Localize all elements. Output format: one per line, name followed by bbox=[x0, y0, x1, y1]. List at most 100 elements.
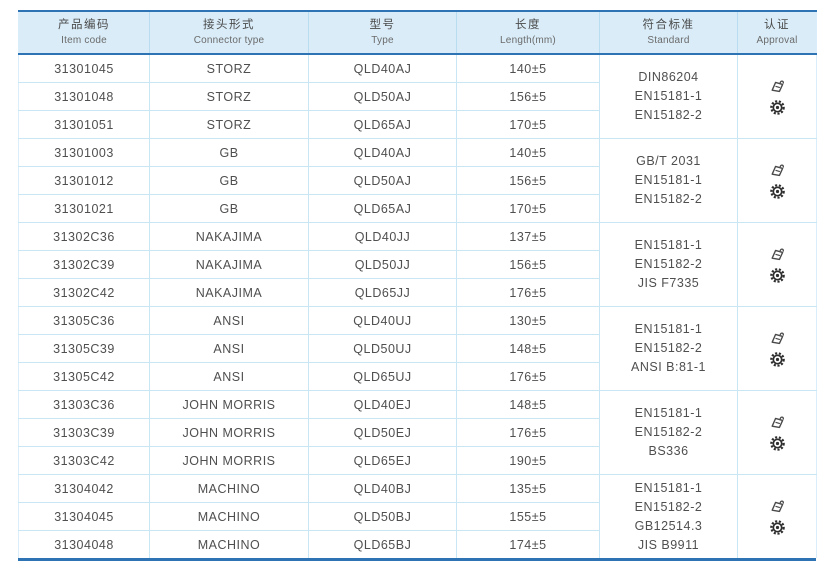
column-header-standard: 符合标准 Standard bbox=[599, 10, 738, 55]
cell-type: QLD65AJ bbox=[308, 194, 457, 223]
cell-connector-type: JOHN MORRIS bbox=[149, 390, 309, 419]
cell-length: 156±5 bbox=[456, 82, 600, 111]
cell-item-code: 31301051 bbox=[18, 110, 150, 139]
cell-standard: GB/T 2031 EN15181-1 EN15182-2 bbox=[599, 138, 738, 223]
table-row: 31302C36 NAKAJIMA QLD40JJ 137±5 EN15181-1 EN1… bbox=[18, 222, 817, 307]
cell-connector-type: GB bbox=[149, 138, 309, 167]
cell-type: QLD50AJ bbox=[308, 166, 457, 195]
cell-item-code: 31302C42 bbox=[18, 278, 150, 307]
stamp-approval-icon bbox=[771, 500, 784, 513]
standard-line: BS336 bbox=[648, 444, 689, 458]
standard-line: EN15182-2 bbox=[634, 108, 703, 122]
standard-line: EN15181-1 bbox=[634, 89, 703, 103]
cell-connector-type: JOHN MORRIS bbox=[149, 418, 309, 447]
cell-item-code: 31305C42 bbox=[18, 362, 150, 391]
stamp-approval-icon bbox=[771, 332, 784, 345]
column-header-approval: 认证 Approval bbox=[737, 10, 817, 55]
cell-item-code: 31302C39 bbox=[18, 250, 150, 279]
cell-length: 156±5 bbox=[456, 250, 600, 279]
cell-type: QLD40UJ bbox=[308, 306, 457, 335]
cell-connector-type: NAKAJIMA bbox=[149, 250, 309, 279]
cell-item-code: 31301012 bbox=[18, 166, 150, 195]
standard-line: EN15181-1 bbox=[634, 238, 703, 252]
cell-connector-type: MACHINO bbox=[149, 502, 309, 531]
cell-connector-type: NAKAJIMA bbox=[149, 278, 309, 307]
table-row: 31301003 GB QLD40AJ 140±5 GB/T 2031 EN15181-1… bbox=[18, 138, 817, 223]
cell-length: 176±5 bbox=[456, 362, 600, 391]
standard-line: EN15181-1 bbox=[634, 406, 703, 420]
table-row: 31301048 STORZ QLD50AJ 156±5 bbox=[18, 82, 817, 111]
cell-item-code: 31305C36 bbox=[18, 306, 150, 335]
column-header-approval-en: Approval bbox=[756, 35, 798, 46]
cell-item-code: 31303C39 bbox=[18, 418, 150, 447]
gear-certification-icon bbox=[769, 436, 785, 451]
table-row: 31303C39 JOHN MORRIS QLD50EJ 176±5 bbox=[18, 418, 817, 447]
column-header-length: 长度 Length(mm) bbox=[456, 10, 600, 55]
table-row: 31302C39 NAKAJIMA QLD50JJ 156±5 bbox=[18, 250, 817, 279]
gear-certification-icon bbox=[769, 520, 785, 535]
cell-item-code: 31305C39 bbox=[18, 334, 150, 363]
cell-connector-type: ANSI bbox=[149, 362, 309, 391]
standard-line: JIS B9911 bbox=[637, 537, 700, 552]
column-header-standard-zh: 符合标准 bbox=[642, 19, 695, 31]
cell-type: QLD40BJ bbox=[308, 474, 457, 503]
cell-length: 130±5 bbox=[456, 306, 600, 335]
cell-type: QLD50UJ bbox=[308, 334, 457, 363]
cell-length: 176±5 bbox=[456, 278, 600, 307]
table-row: 31303C42 JOHN MORRIS QLD65EJ 190±5 bbox=[18, 446, 817, 475]
standard-line: JIS F7335 bbox=[637, 276, 700, 290]
cell-type: QLD40AJ bbox=[308, 138, 457, 167]
table-row: 31301021 GB QLD65AJ 170±5 bbox=[18, 194, 817, 223]
cell-connector-type: MACHINO bbox=[149, 474, 309, 503]
cell-item-code: 31303C36 bbox=[18, 390, 150, 419]
cell-connector-type: JOHN MORRIS bbox=[149, 446, 309, 475]
cell-type: QLD65EJ bbox=[308, 446, 457, 475]
table-row: 31305C39 ANSI QLD50UJ 148±5 bbox=[18, 334, 817, 363]
standard-line: ANSI B:81-1 bbox=[631, 360, 706, 374]
cell-length: 170±5 bbox=[456, 194, 600, 223]
column-header-connector-type-zh: 接头形式 bbox=[203, 19, 255, 31]
column-header-item-code-zh: 产品编码 bbox=[58, 19, 110, 31]
cell-length: 137±5 bbox=[456, 222, 600, 251]
cell-connector-type: MACHINO bbox=[149, 530, 309, 558]
cell-connector-type: NAKAJIMA bbox=[149, 222, 309, 251]
product-spec-table-wrapper: 产品编码 Item code 接头形式 Connector type 型号 Ty… bbox=[18, 10, 817, 561]
cell-approval bbox=[737, 54, 817, 139]
table-row: 31305C36 ANSI QLD40UJ 130±5 EN15181-1 EN15182… bbox=[18, 306, 817, 391]
standard-line: EN15182-2 bbox=[634, 425, 703, 439]
gear-certification-icon bbox=[769, 352, 785, 367]
table-row: 31301051 STORZ QLD65AJ 170±5 bbox=[18, 110, 817, 139]
cell-approval bbox=[737, 474, 817, 558]
cell-standard: EN15181-1 EN15182-2 BS336 bbox=[599, 390, 738, 475]
cell-length: 176±5 bbox=[456, 418, 600, 447]
table-row: 31304042 MACHINO QLD40BJ 135±5 EN15181-1 EN15… bbox=[18, 474, 817, 558]
cell-item-code: 31301048 bbox=[18, 82, 150, 111]
table-row: 31301012 GB QLD50AJ 156±5 bbox=[18, 166, 817, 195]
standard-line: EN15181-1 bbox=[634, 480, 703, 495]
cell-connector-type: STORZ bbox=[149, 54, 309, 83]
cell-standard: EN15181-1 EN15182-2 GB12514.3 JIS B9911 bbox=[599, 474, 738, 558]
column-header-type: 型号 Type bbox=[308, 10, 457, 55]
stamp-approval-icon bbox=[771, 416, 784, 429]
cell-connector-type: GB bbox=[149, 166, 309, 195]
gear-certification-icon bbox=[769, 184, 785, 199]
gear-certification-icon bbox=[769, 268, 785, 283]
column-header-standard-en: Standard bbox=[647, 35, 690, 46]
cell-item-code: 31301045 bbox=[18, 54, 150, 83]
table-body: 31301045 STORZ QLD40AJ 140±5 DIN86204 EN15181… bbox=[18, 54, 817, 558]
cell-length: 148±5 bbox=[456, 334, 600, 363]
column-header-connector-type: 接头形式 Connector type bbox=[149, 10, 309, 55]
standard-line: EN15182-2 bbox=[634, 257, 703, 271]
cell-length: 140±5 bbox=[456, 54, 600, 83]
cell-connector-type: ANSI bbox=[149, 306, 309, 335]
cell-standard: DIN86204 EN15181-1 EN15182-2 bbox=[599, 54, 738, 139]
cell-length: 156±5 bbox=[456, 166, 600, 195]
cell-length: 135±5 bbox=[456, 474, 600, 503]
cell-item-code: 31304048 bbox=[18, 530, 150, 558]
cell-item-code: 31304045 bbox=[18, 502, 150, 531]
cell-type: QLD50JJ bbox=[308, 250, 457, 279]
cell-approval bbox=[737, 138, 817, 223]
cell-type: QLD50EJ bbox=[308, 418, 457, 447]
column-header-approval-zh: 认证 bbox=[764, 19, 790, 31]
column-header-type-en: Type bbox=[371, 35, 394, 46]
